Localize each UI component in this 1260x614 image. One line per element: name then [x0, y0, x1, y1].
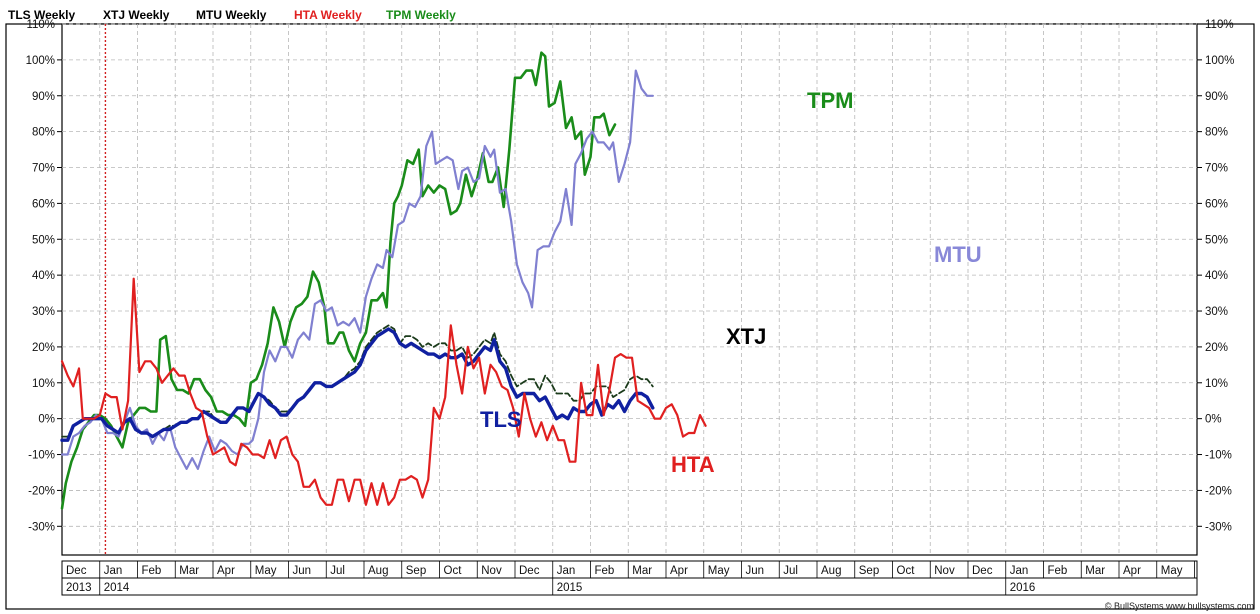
x-month-label: Apr [1123, 565, 1141, 577]
x-year-label: 2014 [104, 582, 130, 594]
y-tick-label-right: -30% [1205, 521, 1232, 533]
x-month-label: Feb [595, 565, 615, 577]
x-month-label: Mar [632, 565, 652, 577]
legend: TLS Weekly XTJ Weekly MTU Weekly HTA Weekly… [8, 8, 456, 22]
x-month-label: Apr [670, 565, 688, 577]
y-tick-label-right: 40% [1205, 270, 1228, 282]
x-month-label: Sep [859, 565, 879, 577]
y-tick-label-left: 40% [32, 270, 55, 282]
y-tick-label-right: 70% [1205, 163, 1228, 175]
series-label-tls: TLS [480, 407, 522, 432]
y-tick-label-left: -30% [28, 521, 55, 533]
y-tick-label-left: 20% [32, 342, 55, 354]
y-tick-label-left: 10% [32, 378, 55, 390]
x-month-label: Oct [444, 565, 463, 577]
series-label-xtj: XTJ [726, 324, 766, 349]
x-month-label: May [255, 565, 277, 577]
x-month-label: Feb [142, 565, 162, 577]
series-label-tpm: TPM [807, 88, 853, 113]
x-month-label: May [708, 565, 730, 577]
y-tick-label-left: 0% [38, 414, 55, 426]
y-tick-label-left: 100% [26, 55, 55, 67]
y-tick-label-left: 50% [32, 234, 55, 246]
legend-item: HTA Weekly [294, 8, 362, 22]
y-tick-label-right: 110% [1205, 19, 1234, 31]
y-tick-label-left: 70% [32, 163, 55, 175]
y-tick-label-right: -10% [1205, 450, 1232, 462]
x-year-label: 2013 [66, 582, 92, 594]
y-tick-label-left: -10% [28, 450, 55, 462]
y-tick-label-right: 100% [1205, 55, 1234, 67]
x-month-label: Dec [519, 565, 540, 577]
y-tick-label-right: -20% [1205, 485, 1232, 497]
y-tick-label-right: 10% [1205, 378, 1228, 390]
y-tick-label-left: -20% [28, 485, 55, 497]
y-tick-label-right: 20% [1205, 342, 1228, 354]
y-tick-label-left: 90% [32, 91, 55, 103]
x-year-label: 2015 [557, 582, 583, 594]
x-month-label: Jan [557, 565, 576, 577]
y-tick-label-right: 0% [1205, 414, 1222, 426]
plot-area: 110% 110%100% 100%90% 90%80% 80%70% 70%60% 60%… [6, 19, 1254, 609]
x-month-label: Feb [1048, 565, 1068, 577]
x-month-label: May [1161, 565, 1183, 577]
x-month-label: Dec [972, 565, 993, 577]
x-month-label: Apr [217, 565, 235, 577]
legend-item: TLS Weekly [8, 8, 75, 22]
x-month-label: Jun [746, 565, 765, 577]
x-month-label: Jun [293, 565, 312, 577]
x-month-label: Jul [330, 565, 345, 577]
x-month-label: Aug [368, 565, 388, 577]
y-tick-label-right: 30% [1205, 306, 1228, 318]
y-tick-label-right: 50% [1205, 234, 1228, 246]
x-month-label: Mar [1085, 565, 1105, 577]
y-tick-label-right: 90% [1205, 91, 1228, 103]
x-month-label: Mar [179, 565, 199, 577]
y-tick-label-right: 60% [1205, 198, 1228, 210]
series-label-mtu: MTU [934, 242, 982, 267]
footer-credit: © BullSystems www.bullsystems.com [1105, 601, 1254, 611]
legend-item: XTJ Weekly [103, 8, 170, 22]
x-month-label: Jul [783, 565, 798, 577]
y-tick-label-left: 30% [32, 306, 55, 318]
x-year-label: 2016 [1010, 582, 1036, 594]
x-month-label: Jan [104, 565, 123, 577]
y-tick-label-left: 80% [32, 127, 55, 139]
x-month-label: Sep [406, 565, 426, 577]
plot-border [62, 24, 1197, 555]
x-month-label: Dec [66, 565, 87, 577]
x-month-label: Nov [481, 565, 502, 577]
x-month-label: Jan [1010, 565, 1029, 577]
x-month-label: Oct [897, 565, 916, 577]
legend-item: TPM Weekly [386, 8, 456, 22]
y-tick-label-left: 60% [32, 198, 55, 210]
series-label-hta: HTA [671, 452, 715, 477]
y-tick-label-right: 80% [1205, 127, 1228, 139]
x-month-label: Aug [821, 565, 841, 577]
x-month-label: Nov [934, 565, 955, 577]
legend-item: MTU Weekly [196, 8, 267, 22]
